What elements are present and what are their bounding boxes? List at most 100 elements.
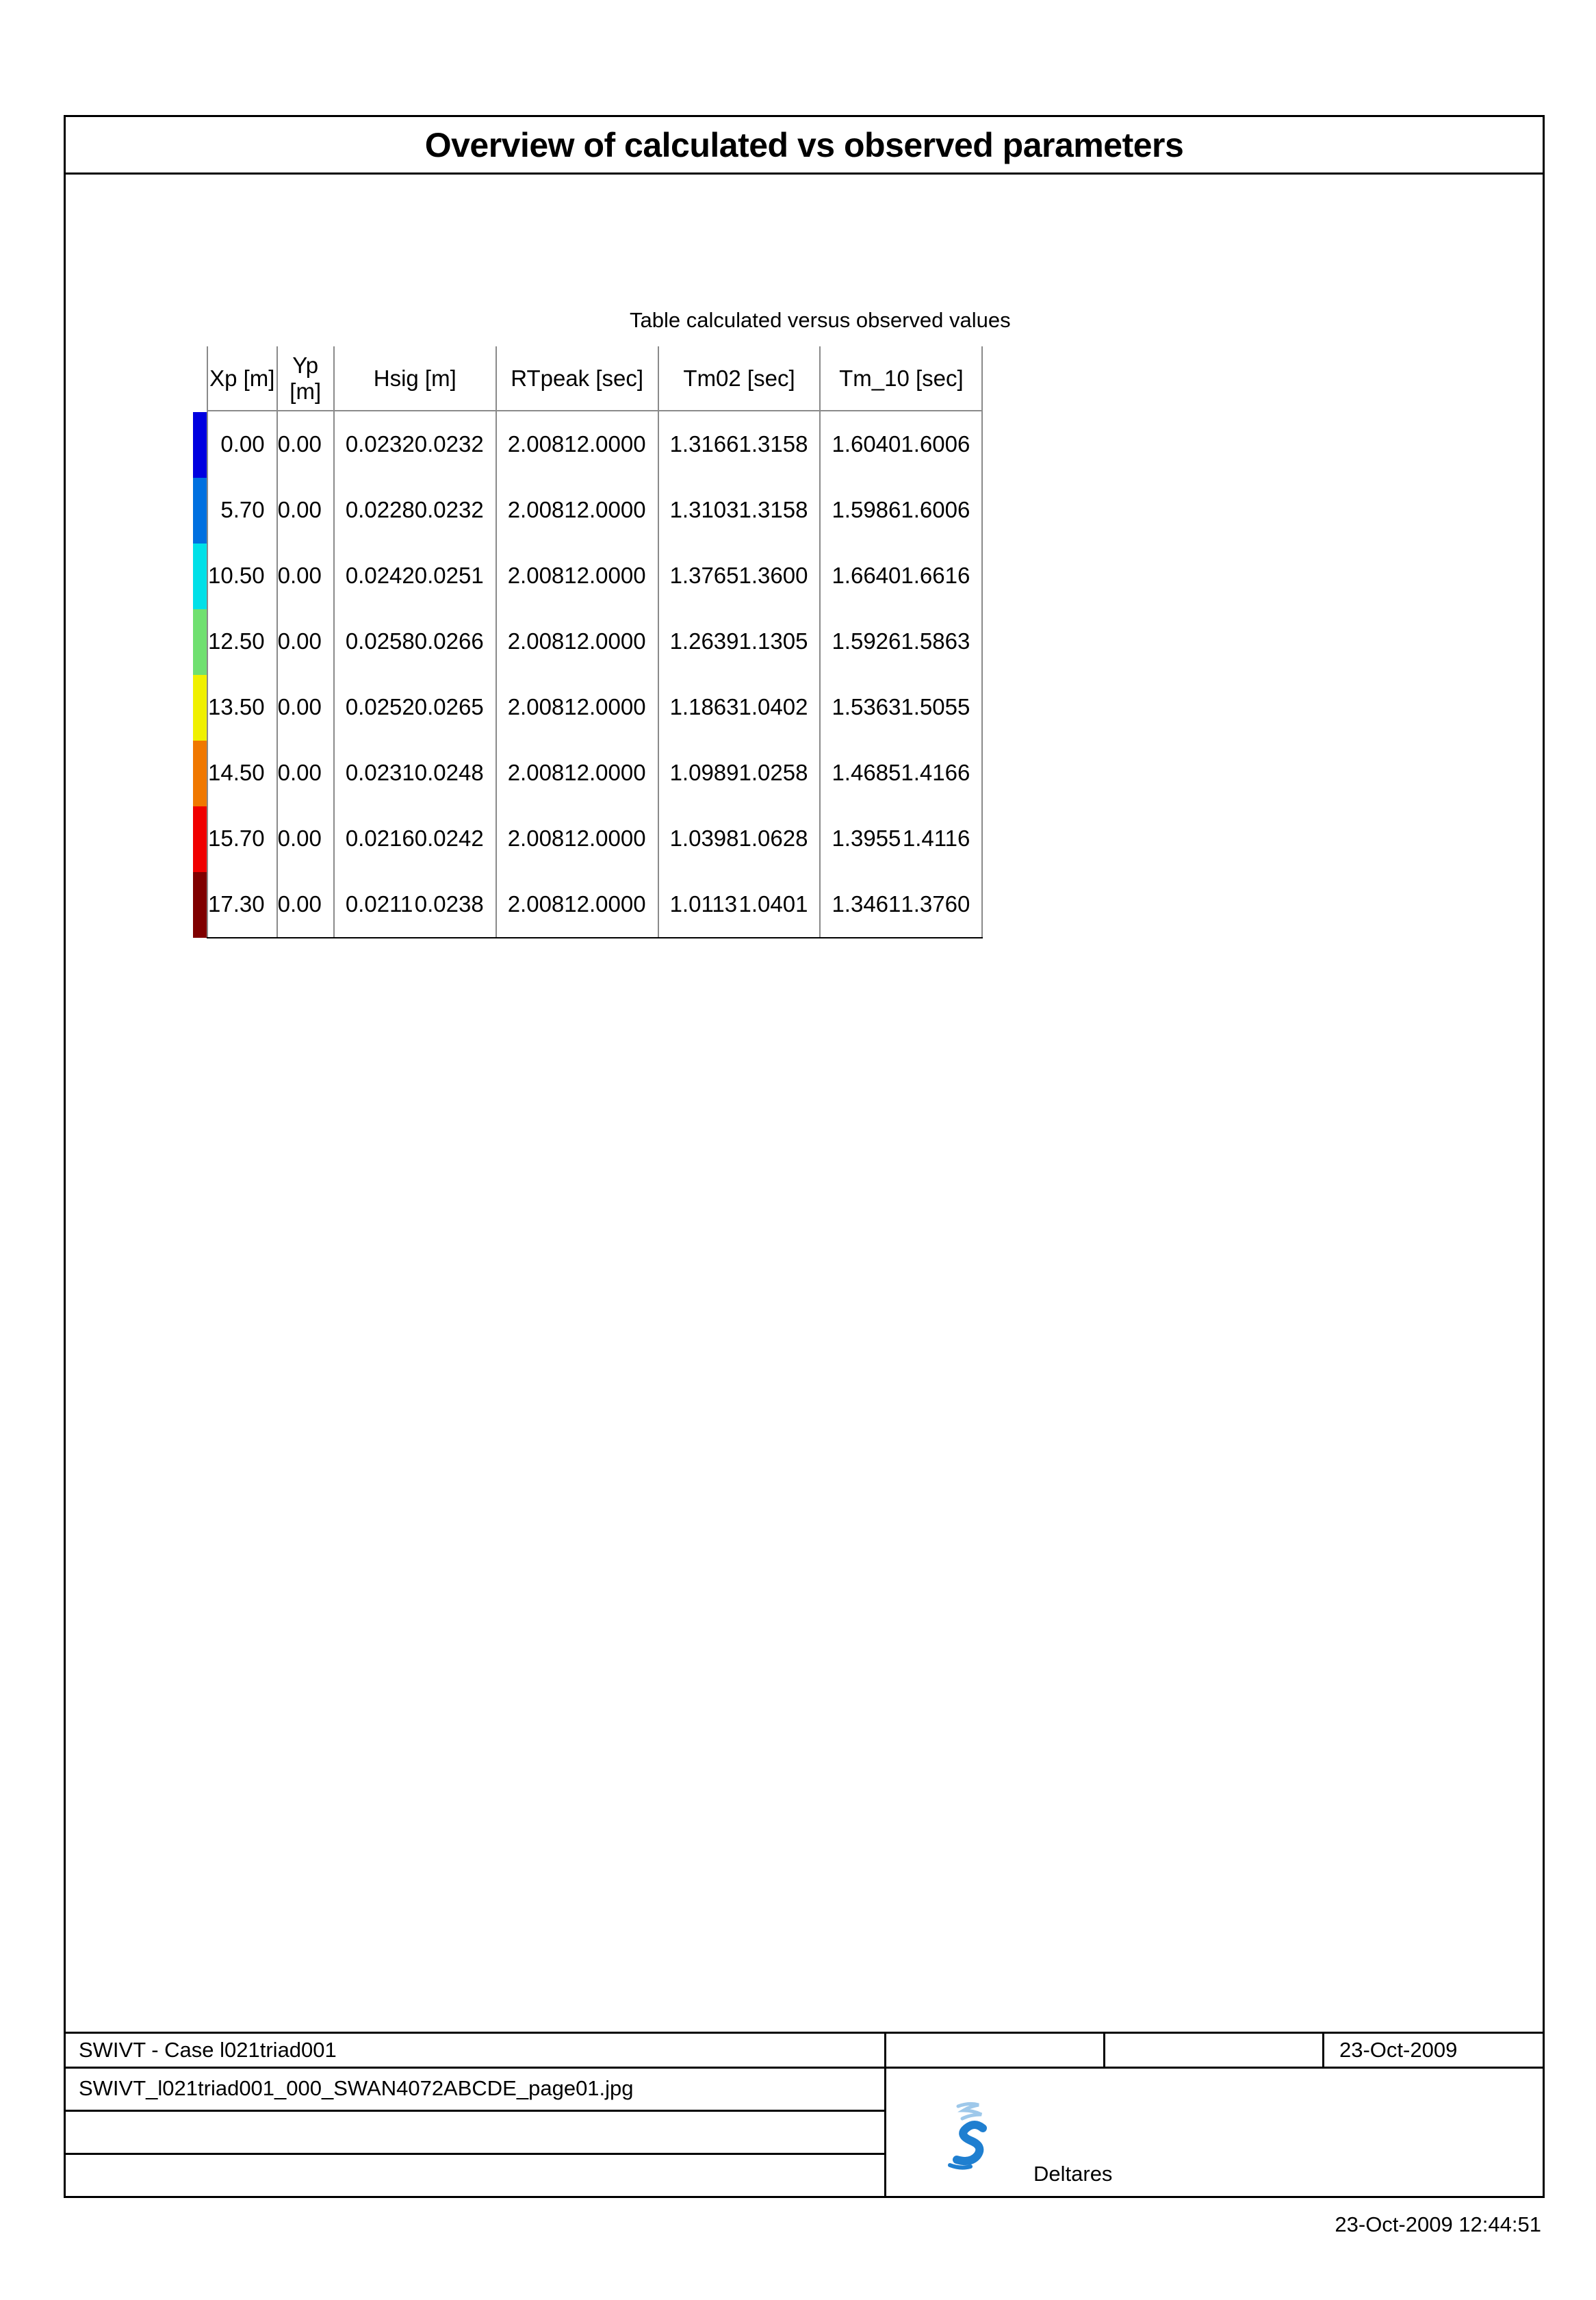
table-cell: 14.50 [207,740,277,806]
table-cell: 1.3461 [819,871,901,938]
table-cell: 0.00 [276,740,334,806]
table-row: 12.50 0.00 0.0258 0.0266 2.0081 2.0000 1.2639 1… [207,609,983,674]
table-cell: 2.0081 [495,609,577,674]
row-color-swatch [193,412,207,478]
footer-case: SWIVT - Case l021triad001 [64,2032,886,2069]
table-cell: 1.3765 [657,543,739,609]
header-hsig: Hsig [m] [333,346,496,411]
table-cell: 2.0081 [495,477,577,543]
table-cell: 0.0242 [414,826,484,851]
table-cell: 0.0251 [414,563,484,588]
organization-name: Deltares [1033,2162,1113,2186]
table-cell: 2.0081 [495,674,577,740]
deltares-logo-icon [948,2101,987,2170]
table-header-row: Xp [m] Yp [m] Hsig [m] RTpeak [sec] Tm02… [207,346,983,411]
table-cell: 2.0081 [495,871,577,938]
table-cell: 1.5363 [819,674,901,740]
table-cell: 2.0081 [495,806,577,871]
title-box: Overview of calculated vs observed param… [66,117,1543,175]
table-cell: 17.30 [207,871,277,938]
table-cell: 1.5986 [819,477,901,543]
table-cell: 2.0081 [495,740,577,806]
footer-date-text: 23-Oct-2009 [1339,2038,1458,2062]
table-cell: 1.5055 [901,674,983,740]
table-cell: 2.0000 [576,871,658,938]
footer-filename: SWIVT_l021triad001_000_SWAN4072ABCDE_pag… [64,2067,886,2112]
table-cell: 0.0216 [333,806,415,871]
header-tm02: Tm02 [sec] [657,346,821,411]
table-cell: 1.0113 [657,871,739,938]
header-yp: Yp [m] [276,346,334,411]
table-cell: 1.6006 [901,411,983,477]
table-cell: 0.0238 [414,871,496,938]
table-cell: 1.3760 [901,871,983,938]
table-row: 5.70 0.00 0.0228 0.0232 2.0081 2.0000 1.3103 1.… [207,477,983,543]
print-timestamp: 23-Oct-2009 12:44:51 [1335,2212,1541,2236]
table-cell: 0.00 [276,411,334,477]
row-color-swatch [193,806,207,872]
table-cell: 2.0000 [576,431,646,457]
table-cell: 2.0000 [576,497,646,522]
table-cell: 2.0000 [576,826,646,851]
table-cell: 0.0211 [333,871,415,938]
table-cell: 1.0258 [738,760,808,785]
header-xp: Xp [m] [207,346,277,411]
table-cell: 1.3955 [819,806,901,871]
table-cell: 2.0000 [576,628,646,654]
table-cell: 0.0265 [414,694,484,719]
table-cell: 12.50 [207,609,277,674]
table-cell: 1.4116 [901,806,983,871]
table-cell: 1.0398 [657,806,739,871]
table-cell: 1.4685 [819,740,901,806]
table-cell: 0.0232 [333,411,415,477]
footer-date: 23-Oct-2009 [1324,2032,1545,2069]
footer-block: SWIVT - Case l021triad001 23-Oct-2009 SW… [64,2032,1545,2198]
table-cell: 2.0081 [495,543,577,609]
table-cell: 0.0228 [333,477,415,543]
table-row: 17.30 0.00 0.0211 0.0238 2.0081 2.0000 1.0113 1… [207,871,983,938]
table-cell: 1.6006 [901,477,983,543]
table-cell: 0.0252 [333,674,415,740]
row-color-swatch [193,741,207,806]
footer-empty-cell-1 [886,2032,1105,2069]
table-cell: 0.0231 [333,740,415,806]
header-tm10: Tm_10 [sec] [819,346,983,411]
page-title: Overview of calculated vs observed param… [424,125,1184,164]
table-row: 0.00 0.00 0.0232 0.0232 2.0081 2.0000 1.3166 1.… [207,411,983,477]
table-cell: 0.0232 [414,497,484,522]
row-color-legend [193,412,207,938]
row-color-swatch [193,675,207,741]
row-color-swatch [193,872,207,938]
page-frame: Overview of calculated vs observed param… [64,115,1545,2198]
table-cell: 0.00 [276,609,334,674]
table-cell: 15.70 [207,806,277,871]
table-cell: 10.50 [207,543,277,609]
table-cell: 0.00 [276,674,334,740]
table-row: 15.70 0.00 0.0216 0.0242 2.0081 2.0000 1.0398 1… [207,806,983,871]
table-cell: 1.5926 [819,609,901,674]
table-cell: 1.3158 [738,497,808,522]
table-cell: 0.00 [207,411,277,477]
table-cell: 1.3166 [657,411,739,477]
table-cell: 1.3600 [738,563,808,588]
table-cell: 1.6616 [901,543,983,609]
table-cell: 1.2639 [657,609,739,674]
table-cell: 0.00 [276,543,334,609]
header-rtpeak: RTpeak [sec] [495,346,658,411]
table-cell: 1.3158 [738,431,808,457]
table-cell: 0.00 [276,806,334,871]
footer-filename-text: SWIVT_l021triad001_000_SWAN4072ABCDE_pag… [79,2075,634,2100]
table-cell: 1.1305 [738,628,808,654]
table-cell: 0.0248 [414,760,484,785]
table-cell: 2.0081 [495,411,577,477]
table-cell: 1.0401 [738,871,821,938]
table-cell: 1.0989 [657,740,739,806]
footer-case-text: SWIVT - Case l021triad001 [79,2038,337,2062]
table-cell: 0.00 [276,871,334,938]
row-color-swatch [193,609,207,675]
row-color-swatch [193,478,207,544]
table-cell: 0.00 [276,477,334,543]
table-cell: 1.6040 [819,411,901,477]
table-row: 14.50 0.00 0.0231 0.0248 2.0081 2.0000 1.0989 1… [207,740,983,806]
footer-empty-row-2 [64,2153,886,2198]
